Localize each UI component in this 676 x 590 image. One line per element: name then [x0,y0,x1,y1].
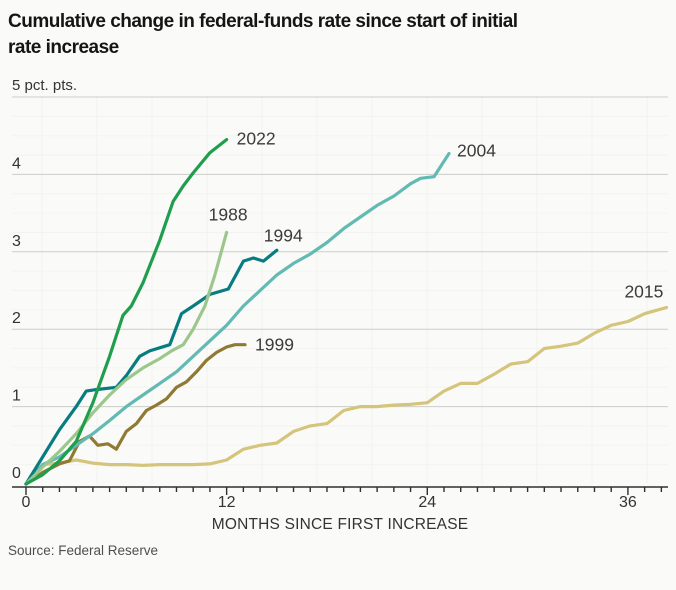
y-tick-label: 4 [12,155,21,172]
y-tick-label: 3 [12,233,21,250]
series-line-2022 [24,137,229,486]
series-label-2022: 2022 [237,129,276,149]
series-label-1999: 1999 [255,335,294,355]
series-label-1988: 1988 [209,204,248,224]
series-label-1994: 1994 [264,225,303,245]
y-tick-label: 1 [12,388,21,405]
x-tick-label: 12 [218,494,236,511]
y-tick-label: 2 [12,310,21,327]
x-tick-label: 0 [22,494,31,511]
series-line-2015 [24,305,669,486]
chart-title-line2: rate increase [8,37,119,58]
source-note: Source: Federal Reserve [8,543,159,558]
series-label-2015: 2015 [624,282,663,302]
y-axis-unit-label: 5 pct. pts. [12,77,77,94]
series-line-1988 [24,230,229,486]
chart-title-line1: Cumulative change in federal-funds rate … [8,11,518,32]
y-tick-label: 0 [12,465,21,482]
chart-card: Cumulative change in federal-funds rate … [0,9,676,590]
series-line-2004 [24,151,451,486]
series-line-1994 [24,248,279,486]
x-axis-title: MONTHS SINCE FIRST INCREASE [212,516,469,533]
chart-title: Cumulative change in federal-funds rate … [8,9,668,61]
series-label-2004: 2004 [457,141,496,161]
x-tick-label: 24 [418,494,436,511]
series-line-1999 [24,343,247,486]
x-tick-label: 36 [619,494,637,511]
